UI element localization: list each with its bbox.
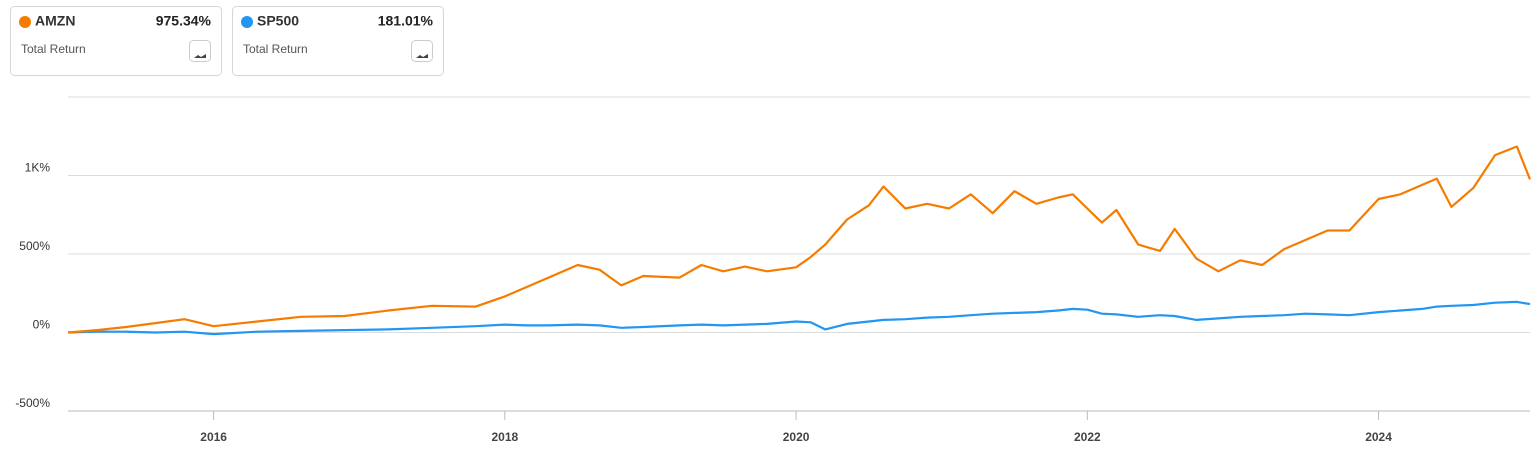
y-tick-label: -500% xyxy=(15,396,50,410)
card-frame xyxy=(10,6,222,76)
total-return: 181.01% xyxy=(378,13,434,29)
legend-card[interactable]: SP500 181.01% Total Return xyxy=(232,6,444,76)
legend-dot xyxy=(19,16,31,28)
x-tick-label: 2016 xyxy=(200,430,227,444)
x-tick-label: 2024 xyxy=(1365,430,1392,444)
total-return: 975.34% xyxy=(156,13,212,29)
legend-dot xyxy=(241,16,253,28)
y-tick-label: 500% xyxy=(19,239,50,253)
x-tick-label: 2022 xyxy=(1074,430,1101,444)
series-line xyxy=(67,300,1531,336)
y-tick-label: 1K% xyxy=(25,161,51,175)
x-tick-label: 2018 xyxy=(492,430,519,444)
metric-label: Total Return xyxy=(243,42,308,56)
chart-toggle-button[interactable] xyxy=(189,40,211,62)
chart-toggle-button[interactable] xyxy=(411,40,433,62)
y-tick-label: 0% xyxy=(33,318,51,332)
x-tick-label: 2020 xyxy=(783,430,810,444)
metric-label: Total Return xyxy=(21,42,86,56)
chart-toggle-icon xyxy=(194,54,206,58)
legend-name: AMZN xyxy=(35,13,75,29)
legend-name: SP500 xyxy=(257,13,299,29)
chart-toggle-icon xyxy=(416,54,428,58)
series-line xyxy=(67,145,1532,334)
card-frame xyxy=(232,6,444,76)
legend-card[interactable]: AMZN 975.34% Total Return xyxy=(10,6,222,76)
